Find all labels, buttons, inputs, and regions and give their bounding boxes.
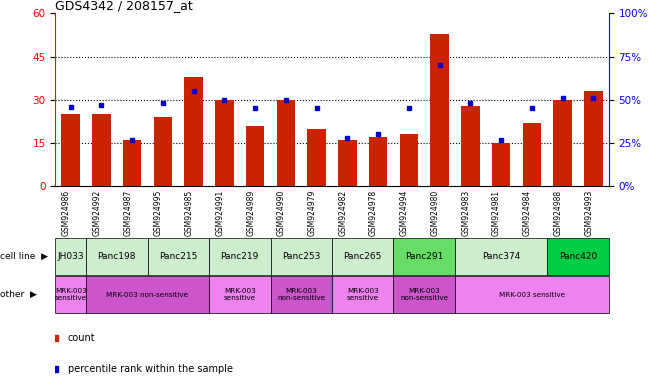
- Text: GSM924993: GSM924993: [585, 190, 593, 236]
- Bar: [332, 238, 393, 275]
- Bar: [184, 77, 203, 186]
- Text: Panc198: Panc198: [98, 252, 136, 261]
- Text: MRK-003 non-sensitive: MRK-003 non-sensitive: [107, 292, 189, 298]
- Text: cell line  ▶: cell line ▶: [0, 252, 48, 261]
- Bar: [584, 91, 603, 186]
- Text: GSM924978: GSM924978: [369, 190, 378, 236]
- Text: MRK-003
non-sensitive: MRK-003 non-sensitive: [400, 288, 449, 301]
- Text: GSM924988: GSM924988: [553, 190, 562, 236]
- Bar: [400, 134, 418, 186]
- Bar: [455, 238, 547, 275]
- Bar: [55, 238, 86, 275]
- Bar: [547, 238, 609, 275]
- Text: GSM924992: GSM924992: [92, 190, 102, 236]
- Text: Panc420: Panc420: [559, 252, 597, 261]
- Bar: [86, 276, 209, 313]
- Text: GSM924986: GSM924986: [62, 190, 71, 236]
- Bar: [332, 276, 393, 313]
- Text: GSM924979: GSM924979: [308, 190, 316, 236]
- Bar: [92, 114, 111, 186]
- Text: GSM924994: GSM924994: [400, 190, 409, 236]
- Text: GSM924981: GSM924981: [492, 190, 501, 236]
- Text: GSM924990: GSM924990: [277, 190, 286, 236]
- Text: Panc374: Panc374: [482, 252, 520, 261]
- Text: GSM924991: GSM924991: [215, 190, 225, 236]
- Text: MRK-003
non-sensitive: MRK-003 non-sensitive: [277, 288, 326, 301]
- Text: percentile rank within the sample: percentile rank within the sample: [68, 364, 233, 374]
- Text: Panc215: Panc215: [159, 252, 197, 261]
- Bar: [123, 140, 141, 186]
- Bar: [61, 114, 80, 186]
- Bar: [523, 123, 541, 186]
- Bar: [154, 117, 172, 186]
- Bar: [148, 238, 209, 275]
- Bar: [430, 34, 449, 186]
- Text: MRK-003 sensitive: MRK-003 sensitive: [499, 292, 565, 298]
- Text: Panc219: Panc219: [221, 252, 259, 261]
- Bar: [209, 276, 271, 313]
- Text: count: count: [68, 333, 96, 343]
- Text: GSM924995: GSM924995: [154, 190, 163, 236]
- Bar: [393, 238, 455, 275]
- Bar: [492, 143, 510, 186]
- Text: GDS4342 / 208157_at: GDS4342 / 208157_at: [55, 0, 193, 12]
- Bar: [55, 276, 86, 313]
- Text: MRK-003
sensitive: MRK-003 sensitive: [55, 288, 87, 301]
- Text: MRK-003
sensitive: MRK-003 sensitive: [224, 288, 256, 301]
- Text: Panc291: Panc291: [405, 252, 443, 261]
- Text: Panc265: Panc265: [344, 252, 382, 261]
- Text: GSM924984: GSM924984: [523, 190, 532, 236]
- Bar: [277, 100, 295, 186]
- Text: MRK-003
sensitive: MRK-003 sensitive: [347, 288, 379, 301]
- Bar: [369, 137, 387, 186]
- Bar: [307, 129, 326, 186]
- Bar: [209, 238, 271, 275]
- Bar: [246, 126, 264, 186]
- Text: GSM924989: GSM924989: [246, 190, 255, 236]
- Text: other  ▶: other ▶: [0, 290, 37, 299]
- Bar: [271, 276, 332, 313]
- Text: JH033: JH033: [57, 252, 84, 261]
- Text: GSM924985: GSM924985: [185, 190, 194, 236]
- Bar: [86, 238, 148, 275]
- Bar: [455, 276, 609, 313]
- Bar: [338, 140, 357, 186]
- Bar: [461, 106, 480, 186]
- Text: GSM924982: GSM924982: [339, 190, 348, 236]
- Text: GSM924980: GSM924980: [430, 190, 439, 236]
- Text: Panc253: Panc253: [282, 252, 320, 261]
- Text: GSM924983: GSM924983: [462, 190, 470, 236]
- Text: GSM924987: GSM924987: [123, 190, 132, 236]
- Bar: [215, 100, 234, 186]
- Bar: [553, 100, 572, 186]
- Bar: [271, 238, 332, 275]
- Bar: [393, 276, 455, 313]
